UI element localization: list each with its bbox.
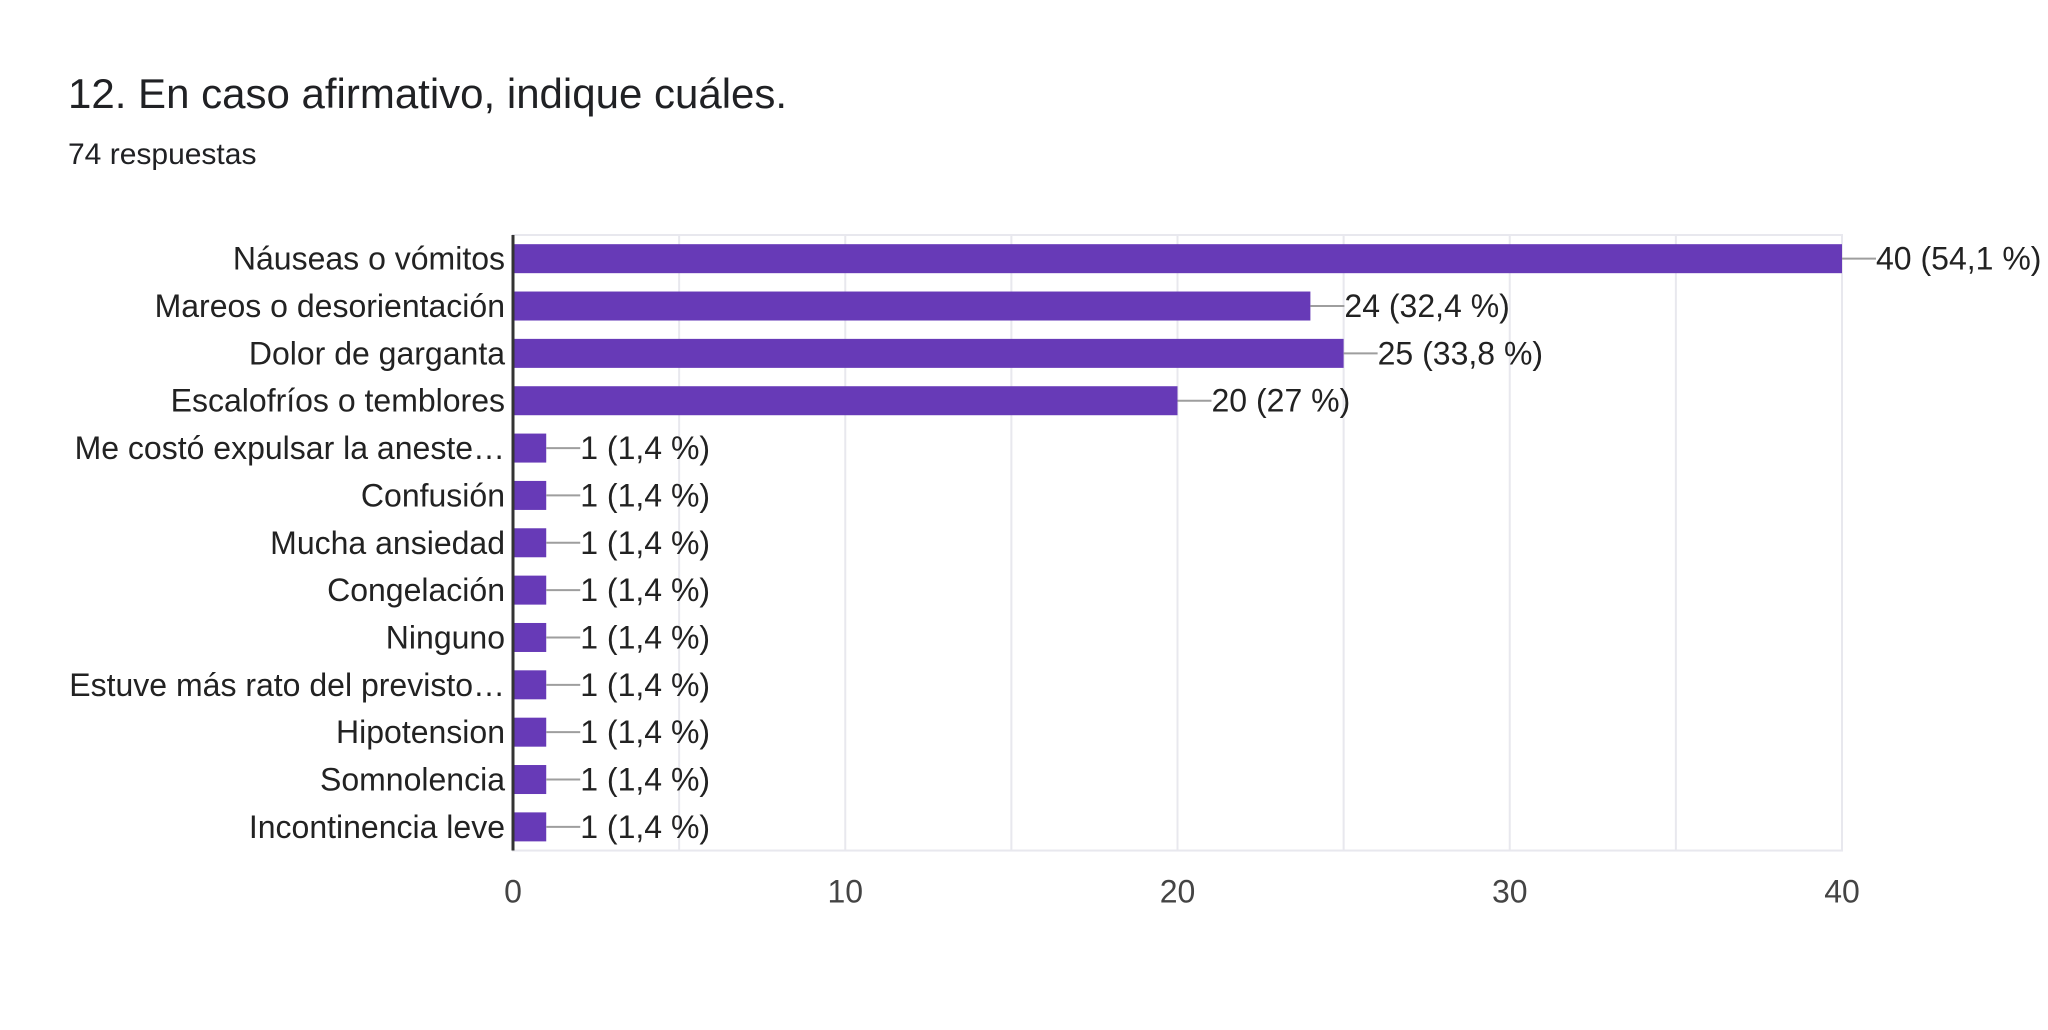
category-label: Somnolencia: [320, 762, 505, 798]
value-label: 1 (1,4 %): [580, 809, 710, 845]
value-label: 1 (1,4 %): [580, 525, 710, 561]
category-label: Mareos o desorientación: [155, 288, 505, 324]
response-count: 74 respuestas: [68, 138, 257, 171]
category-label: Congelación: [327, 572, 505, 608]
category-label: Estuve más rato del previsto…: [69, 667, 505, 703]
value-label: 1 (1,4 %): [580, 430, 710, 466]
value-label: 20 (27 %): [1212, 383, 1351, 419]
x-tick-label: 0: [504, 874, 522, 910]
bar: [513, 812, 547, 842]
question-title: 12. En caso afirmativo, indique cuáles.: [68, 70, 788, 117]
category-label: Me costó expulsar la aneste…: [75, 430, 505, 466]
bar: [513, 575, 547, 605]
bar: [513, 622, 547, 652]
value-label: 40 (54,1 %): [1876, 241, 2041, 277]
x-tick-label: 40: [1824, 874, 1860, 910]
value-label: 1 (1,4 %): [580, 572, 710, 608]
bar: [513, 765, 547, 795]
category-label: Náuseas o vómitos: [233, 241, 505, 277]
bar: [513, 480, 547, 510]
bar: [513, 670, 547, 700]
value-label: 25 (33,8 %): [1378, 335, 1543, 371]
bar: [513, 244, 1842, 274]
x-tick-label: 20: [1160, 874, 1196, 910]
bar: [513, 338, 1344, 368]
category-label: Escalofríos o temblores: [171, 383, 505, 419]
category-label: Mucha ansiedad: [270, 525, 505, 561]
x-tick-label: 10: [827, 874, 863, 910]
value-label: 1 (1,4 %): [580, 477, 710, 513]
value-label: 1 (1,4 %): [580, 714, 710, 750]
value-label: 1 (1,4 %): [580, 667, 710, 703]
bar: [513, 291, 1311, 321]
bar: [513, 717, 547, 747]
value-label: 24 (32,4 %): [1344, 288, 1509, 324]
category-label: Ninguno: [386, 619, 505, 655]
category-label: Dolor de garganta: [249, 335, 505, 371]
category-label: Hipotension: [336, 714, 505, 750]
x-tick-label: 30: [1492, 874, 1528, 910]
value-label: 1 (1,4 %): [580, 762, 710, 798]
category-label: Incontinencia leve: [249, 809, 505, 845]
bar: [513, 528, 547, 558]
bar: [513, 386, 1178, 416]
bar: [513, 433, 547, 463]
category-label: Confusión: [361, 477, 505, 513]
value-label: 1 (1,4 %): [580, 619, 710, 655]
